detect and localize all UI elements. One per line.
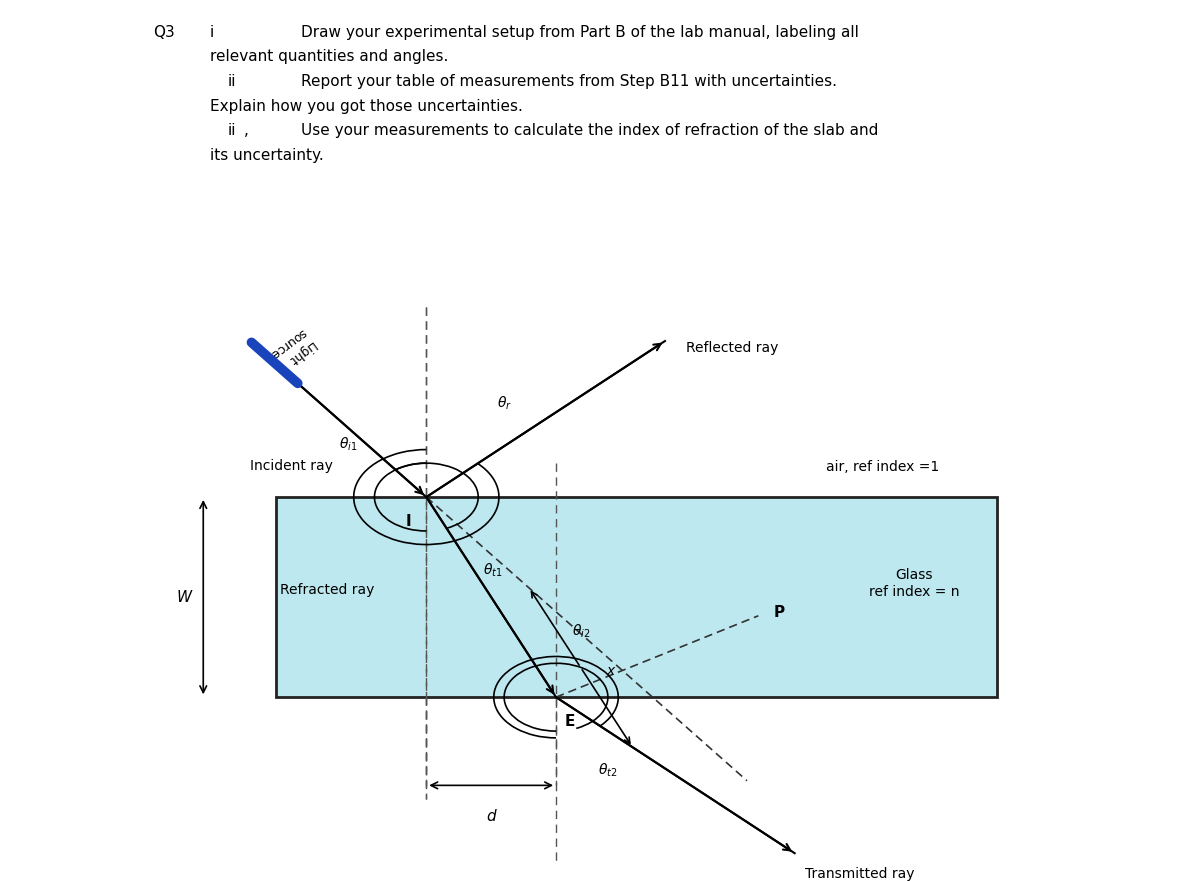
Text: Report your table of measurements from Step B11 with uncertainties.: Report your table of measurements from S… [301,74,837,89]
Text: Incident ray: Incident ray [250,459,332,473]
Text: Refracted ray: Refracted ray [281,583,375,597]
Text: relevant quantities and angles.: relevant quantities and angles. [210,49,448,64]
Text: I: I [406,514,410,529]
Text: Draw your experimental setup from Part B of the lab manual, labeling all: Draw your experimental setup from Part B… [301,25,858,40]
Text: i: i [210,25,215,40]
Text: $\theta_{t2}$: $\theta_{t2}$ [598,761,617,779]
Bar [276,497,997,697]
Text: Q3: Q3 [153,25,174,40]
Text: air, ref index =1: air, ref index =1 [826,460,940,473]
Text: Use your measurements to calculate the index of refraction of the slab and: Use your measurements to calculate the i… [301,123,878,138]
Text: W: W [177,589,192,604]
Text: Light
source: Light source [268,326,317,373]
Text: Transmitted ray: Transmitted ray [805,867,915,880]
Text: $\theta_r$: $\theta_r$ [496,395,512,412]
Text: ii: ii [228,123,236,138]
Text: ,: , [244,123,249,138]
Text: Explain how you got those uncertainties.: Explain how you got those uncertainties. [210,99,522,114]
Text: ii: ii [228,74,236,89]
Text: x: x [607,664,615,677]
Text: E: E [565,714,574,729]
Text: Reflected ray: Reflected ray [686,341,778,355]
Text: its uncertainty.: its uncertainty. [210,148,323,163]
Text: P: P [773,605,785,620]
Text: d: d [487,809,496,824]
Text: $\theta_{t1}$: $\theta_{t1}$ [483,561,503,579]
Text: Glass
ref index = n: Glass ref index = n [869,568,960,599]
Text: $\theta_{i2}$: $\theta_{i2}$ [572,622,590,640]
Text: $\theta_{i1}$: $\theta_{i1}$ [340,435,357,453]
